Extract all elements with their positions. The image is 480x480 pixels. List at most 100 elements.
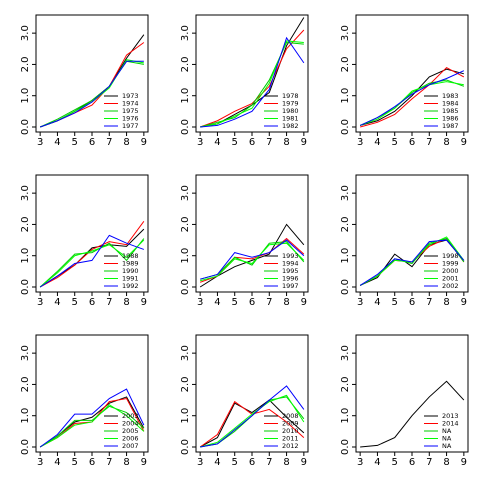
legend-label: 2004: [122, 420, 139, 428]
series-line: [200, 41, 304, 128]
y-tick-label: 0.0: [180, 119, 191, 135]
legend-label: 2007: [122, 442, 139, 450]
y-tick-label: 0.0: [340, 439, 351, 455]
series-line: [200, 242, 305, 282]
legend-label: 1999: [442, 260, 459, 268]
x-tick-label: 9: [301, 297, 307, 308]
x-tick-label: 9: [301, 137, 307, 148]
legend-label: 1996: [282, 275, 299, 283]
legend-label: 1976: [122, 115, 139, 123]
y-tick-label: 0.0: [20, 439, 31, 455]
legend-label: 1991: [122, 275, 139, 283]
legend-label: 2001: [442, 275, 459, 283]
legend-label: 2011: [282, 435, 299, 443]
y-tick-label: 2.0: [20, 56, 31, 72]
y-tick-label: 0.0: [180, 279, 191, 295]
y-tick-label: 0.0: [180, 439, 191, 455]
x-tick-label: 5: [392, 457, 398, 468]
x-tick-label: 5: [232, 457, 238, 468]
y-tick-label: 2.0: [180, 216, 191, 232]
legend-label: 1990: [122, 267, 139, 275]
legend-label: 1998: [442, 252, 459, 260]
legend-label: 2014: [442, 420, 459, 428]
legend-label: 1988: [122, 252, 139, 260]
x-tick-label: 5: [72, 137, 78, 148]
legend-label: 1982: [282, 122, 299, 130]
series-line: [359, 81, 464, 126]
y-tick-label: 1.0: [180, 408, 191, 424]
legend-label: NA: [442, 442, 452, 450]
x-tick-label: 3: [37, 297, 43, 308]
series-line: [39, 404, 145, 448]
y-tick-label: 1.0: [180, 248, 191, 264]
x-tick-label: 6: [409, 457, 415, 468]
y-tick-label: 3.0: [340, 185, 351, 201]
legend-label: 1986: [442, 115, 459, 123]
x-tick-label: 3: [357, 137, 363, 148]
y-tick-label: 1.0: [340, 248, 351, 264]
series-line: [200, 239, 305, 280]
y-tick-label: 3.0: [20, 25, 31, 41]
x-tick-label: 4: [54, 297, 60, 308]
x-tick-label: 3: [197, 297, 203, 308]
y-tick-label: 3.0: [180, 25, 191, 41]
legend-label: NA: [442, 435, 452, 443]
y-tick-label: 3.0: [180, 185, 191, 201]
legend-label: 1994: [282, 260, 299, 268]
legend-label: 1973: [122, 92, 139, 100]
legend-label: 2000: [442, 267, 459, 275]
x-tick-label: 3: [37, 137, 43, 148]
x-tick-label: 9: [141, 457, 147, 468]
x-tick-label: 9: [461, 297, 467, 308]
y-tick-label: 1.0: [20, 248, 31, 264]
x-tick-label: 4: [54, 137, 60, 148]
series-line: [359, 239, 465, 286]
x-tick-label: 8: [443, 457, 449, 468]
x-tick-label: 7: [266, 297, 272, 308]
y-tick-label: 0.0: [340, 279, 351, 295]
x-tick-label: 8: [123, 297, 129, 308]
legend-label: 1981: [282, 115, 299, 123]
series-line: [360, 380, 465, 448]
legend-label: 1983: [442, 92, 459, 100]
series-line: [199, 399, 305, 448]
x-tick-label: 7: [266, 457, 272, 468]
series-line: [39, 405, 145, 448]
x-tick-label: 9: [461, 137, 467, 148]
legend-label: 1979: [282, 100, 299, 108]
series-line: [200, 385, 305, 448]
series-line: [200, 394, 305, 448]
series-line: [199, 29, 305, 128]
x-tick-label: 6: [409, 137, 415, 148]
x-tick-label: 7: [106, 297, 112, 308]
x-tick-label: 5: [72, 457, 78, 468]
x-tick-label: 7: [266, 137, 272, 148]
x-tick-label: 6: [409, 297, 415, 308]
x-tick-label: 6: [89, 297, 95, 308]
x-tick-label: 4: [214, 137, 220, 148]
legend-label: 2013: [442, 412, 459, 420]
y-tick-label: 2.0: [340, 376, 351, 392]
y-tick-label: 1.0: [340, 408, 351, 424]
y-tick-label: 0.0: [20, 119, 31, 135]
y-tick-label: 3.0: [180, 345, 191, 361]
y-tick-label: 1.0: [20, 408, 31, 424]
x-tick-label: 8: [123, 457, 129, 468]
x-tick-label: 7: [426, 457, 432, 468]
x-tick-label: 6: [249, 297, 255, 308]
series-line: [39, 60, 144, 128]
x-tick-label: 6: [89, 457, 95, 468]
x-tick-label: 3: [357, 457, 363, 468]
x-tick-label: 7: [426, 297, 432, 308]
x-tick-label: 8: [283, 457, 289, 468]
legend-label: 2010: [282, 427, 299, 435]
series-line: [39, 238, 145, 288]
y-tick-label: 1.0: [180, 88, 191, 104]
x-tick-label: 5: [392, 137, 398, 148]
legend-label: 1989: [122, 260, 139, 268]
legend-label: 1987: [442, 122, 459, 130]
series-line: [39, 388, 145, 448]
x-tick-label: 9: [301, 457, 307, 468]
